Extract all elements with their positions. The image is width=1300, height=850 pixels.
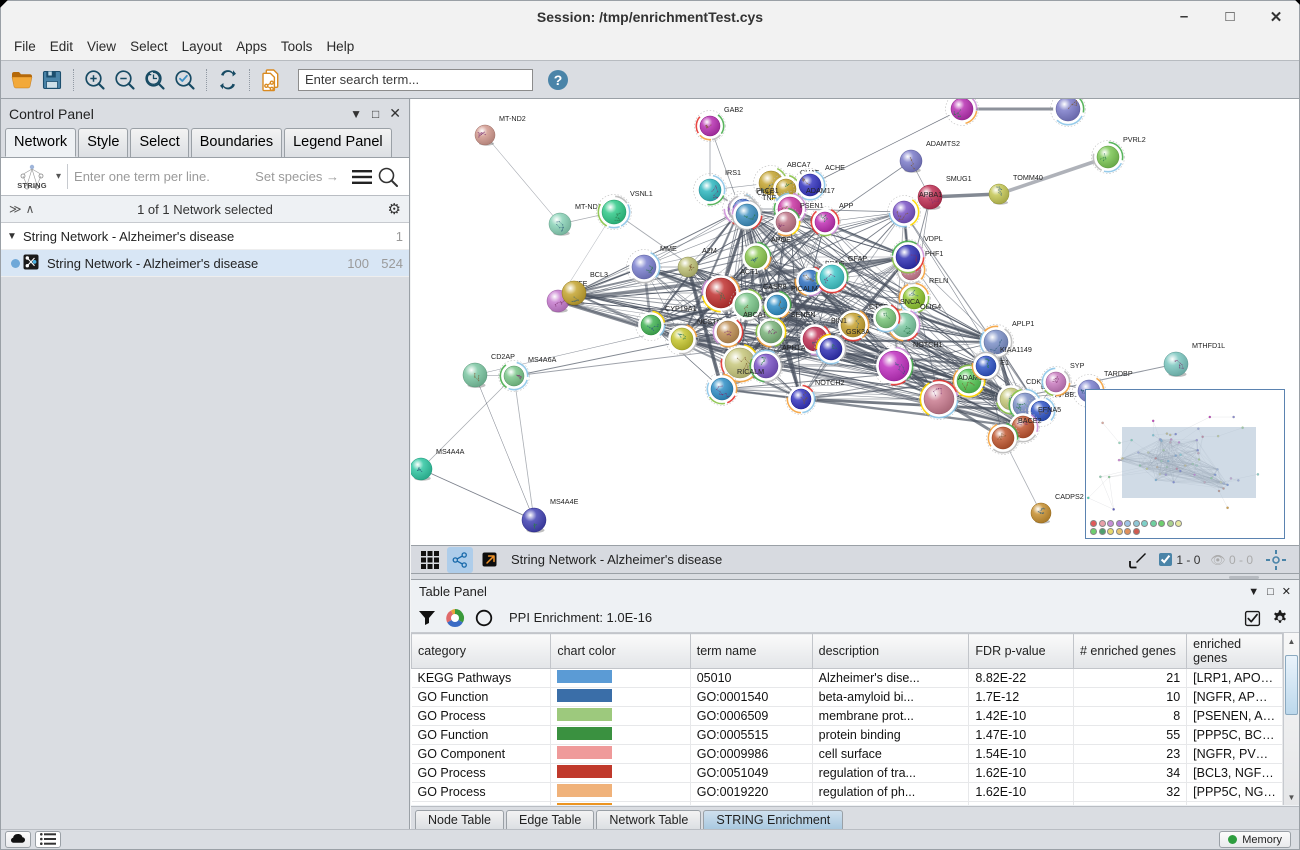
svg-text:PICALM: PICALM bbox=[791, 284, 818, 293]
svg-text:PHF1: PHF1 bbox=[925, 249, 943, 258]
svg-text:CYP19A1: CYP19A1 bbox=[665, 304, 697, 313]
svg-text:PSENEN: PSENEN bbox=[786, 310, 816, 319]
svg-text:A2M: A2M bbox=[702, 246, 717, 255]
svg-text:MS4A6A: MS4A6A bbox=[528, 355, 557, 364]
svg-text:SYP: SYP bbox=[1070, 361, 1085, 370]
svg-text:?: ? bbox=[554, 72, 563, 88]
svg-text:VDPL: VDPL bbox=[924, 234, 943, 243]
svg-text:SNCA: SNCA bbox=[900, 297, 920, 306]
svg-text:MTHFD1L: MTHFD1L bbox=[1192, 341, 1225, 350]
svg-text:OLIG4: OLIG4 bbox=[920, 302, 941, 311]
svg-text:IRS1: IRS1 bbox=[725, 168, 741, 177]
svg-text:MME: MME bbox=[660, 244, 677, 253]
svg-text:GFAP: GFAP bbox=[848, 254, 867, 263]
svg-text:GSK3A: GSK3A bbox=[846, 327, 870, 336]
svg-text:APP: APP bbox=[839, 201, 854, 210]
svg-text:ABCA1: ABCA1 bbox=[743, 310, 767, 319]
svg-text:TARDBP: TARDBP bbox=[1104, 369, 1133, 378]
svg-text:ADAMTS2: ADAMTS2 bbox=[926, 139, 960, 148]
svg-text:BIN1: BIN1 bbox=[831, 316, 847, 325]
svg-text:TOMM40: TOMM40 bbox=[1013, 173, 1043, 182]
svg-text:GAB2: GAB2 bbox=[724, 105, 743, 114]
svg-text:MT-ND2: MT-ND2 bbox=[499, 114, 526, 123]
svg-text:NOTCH2: NOTCH2 bbox=[815, 378, 845, 387]
svg-text:ADAM17: ADAM17 bbox=[806, 186, 835, 195]
svg-text:RICALM: RICALM bbox=[737, 367, 764, 376]
svg-text:PSEN1: PSEN1 bbox=[800, 201, 824, 210]
svg-text:APOE: APOE bbox=[771, 235, 791, 244]
svg-text:MS4A4A: MS4A4A bbox=[436, 447, 465, 456]
svg-text:CD2AP: CD2AP bbox=[491, 352, 515, 361]
svg-text:APBA1: APBA1 bbox=[919, 190, 942, 199]
svg-text:BACE2: BACE2 bbox=[1018, 416, 1042, 425]
svg-text:NOTCH1: NOTCH1 bbox=[913, 340, 943, 349]
svg-text:VSNL1: VSNL1 bbox=[630, 189, 653, 198]
svg-text:RELN: RELN bbox=[929, 276, 948, 285]
svg-text:KIAA1149: KIAA1149 bbox=[1000, 345, 1032, 354]
svg-text:SMUG1: SMUG1 bbox=[946, 174, 972, 183]
svg-text:EFNA5: EFNA5 bbox=[1038, 405, 1061, 414]
svg-text:MS4A4E: MS4A4E bbox=[550, 497, 579, 506]
svg-text:APH1A: APH1A bbox=[782, 343, 806, 352]
svg-text:BCL3: BCL3 bbox=[590, 270, 608, 279]
svg-text:ACHE: ACHE bbox=[825, 163, 845, 172]
svg-text:CADPS2: CADPS2 bbox=[1055, 492, 1084, 501]
svg-text:ACT1: ACT1 bbox=[740, 267, 758, 276]
svg-text:PVRL2: PVRL2 bbox=[1123, 135, 1146, 144]
svg-text:APLP1: APLP1 bbox=[1012, 319, 1034, 328]
